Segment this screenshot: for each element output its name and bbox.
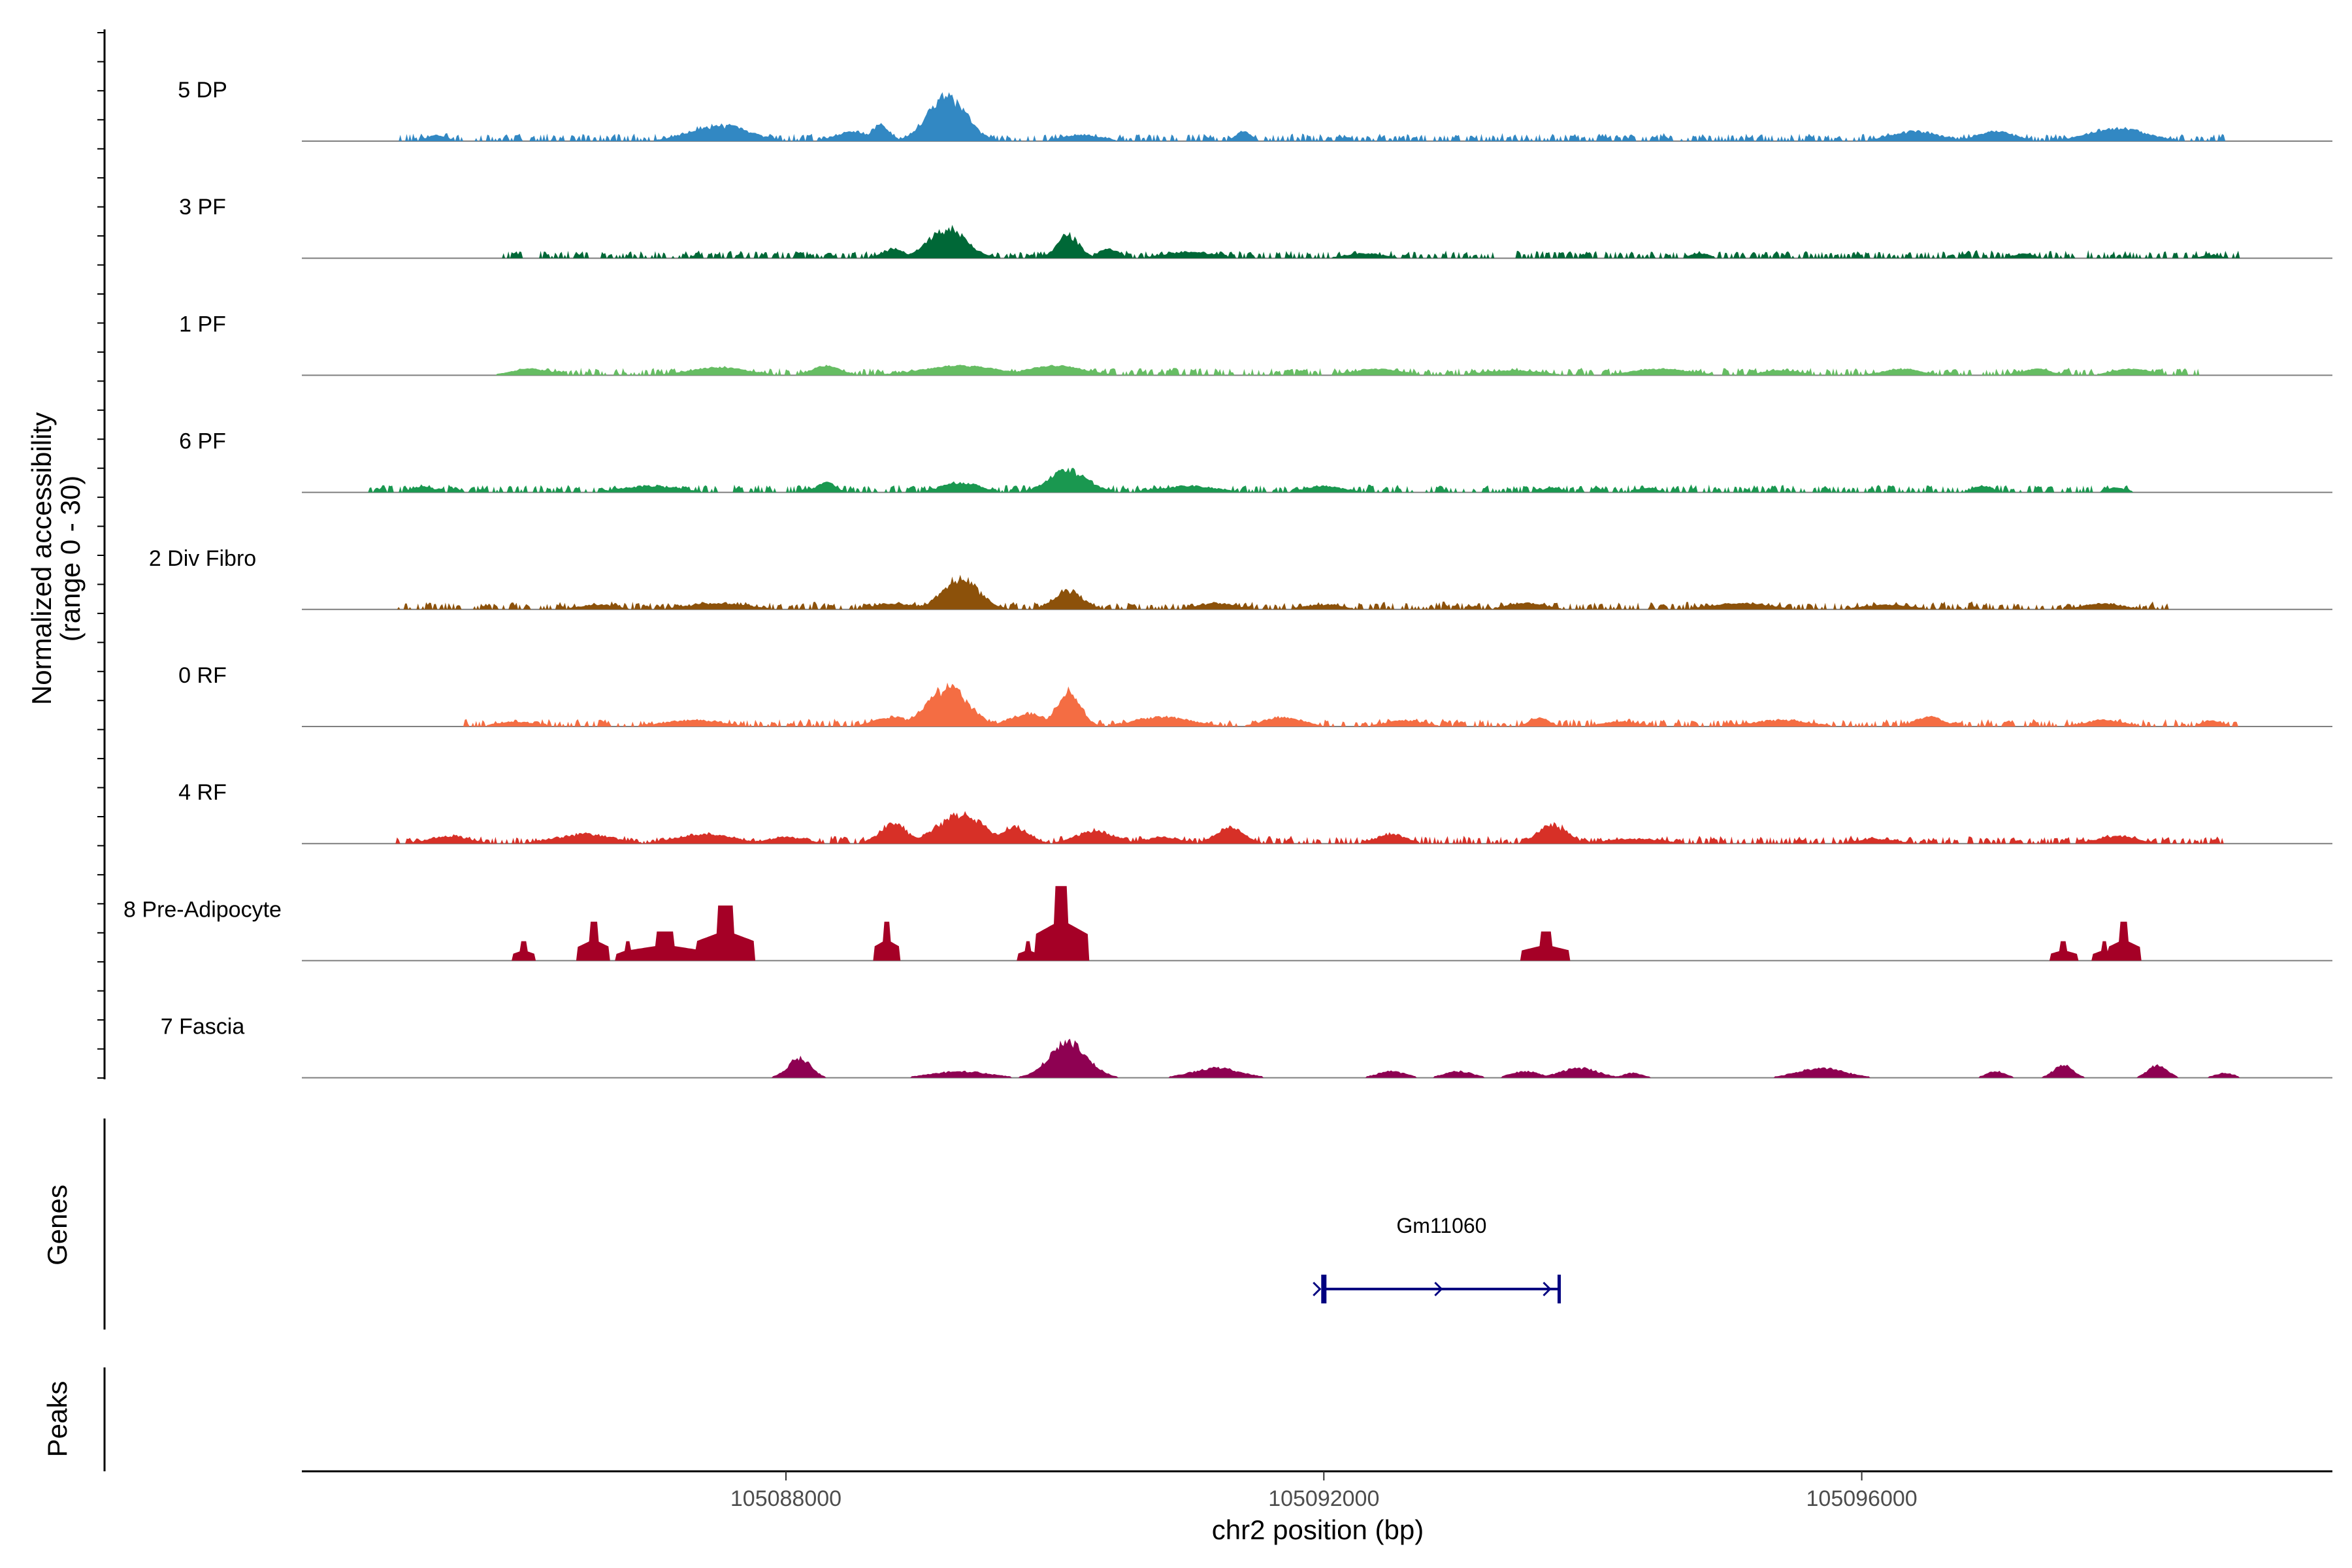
track-label: 0 RF: [178, 663, 227, 688]
track-area: [302, 92, 2332, 141]
track-area: [302, 682, 2332, 727]
x-axis-ticks: 105088000 105092000 105096000: [730, 1471, 1918, 1511]
gene-annotation: Gm11060: [1313, 1214, 1561, 1303]
track-label: 1 PF: [179, 312, 226, 336]
track-0: 5 DP: [178, 78, 2332, 142]
track-2: 1 PF: [179, 312, 2332, 376]
coverage-tracks: 5 DP 3 PF 1 PF 6 PF 2 Div Fibro 0 RF 4 RF 8 Pre…: [123, 78, 2332, 1079]
genes-panel-title: Genes: [42, 1184, 73, 1266]
track-label: 7 Fascia: [161, 1015, 245, 1039]
track-7: 8 Pre-Adipocyte: [123, 886, 2332, 962]
track-label: 2 Div Fibro: [149, 546, 256, 571]
track-area: [302, 811, 2332, 844]
gene-strand-arrow: [1313, 1281, 1322, 1297]
y-axis-title: Normalized accessibility: [26, 412, 57, 705]
track-label: 6 PF: [179, 429, 226, 454]
track-label: 5 DP: [178, 78, 227, 103]
track-area: [302, 1038, 2332, 1078]
x-tick-label: 105096000: [1806, 1486, 1918, 1511]
x-axis-title: chr2 position (bp): [1212, 1514, 1424, 1545]
gene-strand-arrow: [1434, 1281, 1443, 1297]
track-area: [302, 574, 2332, 610]
track-area: [302, 886, 2332, 961]
track-label: 3 PF: [179, 195, 226, 220]
track-8: 7 Fascia: [161, 1015, 2332, 1079]
y-axis-range-label: (range 0 - 30): [55, 476, 86, 642]
track-6: 4 RF: [178, 780, 2332, 845]
track-area: [302, 365, 2332, 376]
track-area: [302, 467, 2332, 493]
track-1: 3 PF: [179, 195, 2332, 259]
track-label: 4 RF: [178, 780, 227, 805]
x-tick-label: 105092000: [1268, 1486, 1379, 1511]
track-5: 0 RF: [178, 663, 2332, 727]
track-3: 6 PF: [179, 429, 2332, 493]
track-label: 8 Pre-Adipocyte: [123, 897, 282, 922]
track-4: 2 Div Fibro: [149, 546, 2332, 610]
gene-strand-arrow: [1543, 1281, 1552, 1297]
peaks-panel-title: Peaks: [42, 1381, 73, 1458]
y-axis-ticks: [97, 32, 105, 1079]
gene-label: Gm11060: [1396, 1214, 1486, 1237]
x-tick-label: 105088000: [730, 1486, 841, 1511]
track-area: [302, 225, 2332, 259]
